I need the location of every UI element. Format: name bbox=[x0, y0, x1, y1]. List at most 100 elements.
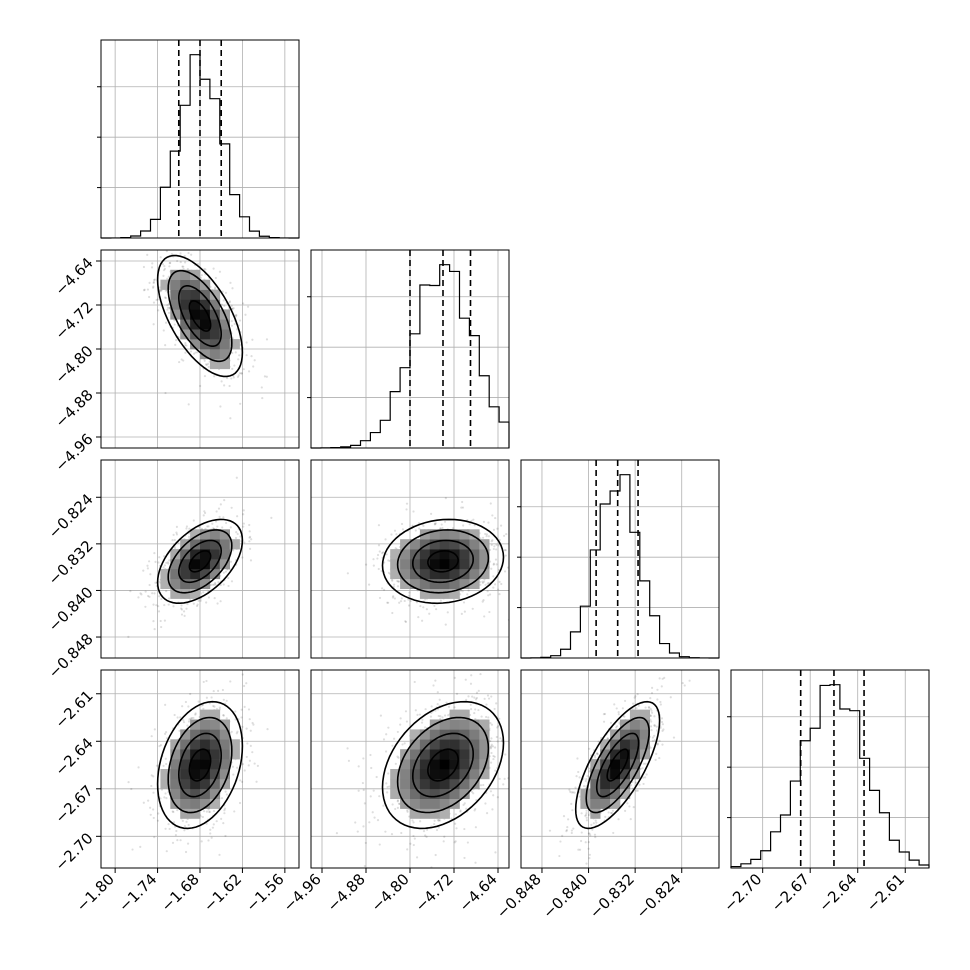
sample-point bbox=[356, 830, 359, 833]
sample-point bbox=[466, 593, 469, 596]
x-tick-label: −1.62 bbox=[200, 870, 245, 915]
sample-point bbox=[235, 530, 238, 534]
sample-point bbox=[168, 559, 171, 562]
sample-point bbox=[370, 766, 373, 770]
x-tick-label: −2.67 bbox=[768, 870, 813, 915]
sample-point bbox=[184, 850, 188, 854]
sample-point bbox=[248, 523, 251, 527]
density-cell bbox=[209, 309, 221, 320]
sample-point bbox=[214, 583, 217, 586]
histogram-series-0 bbox=[100, 54, 300, 239]
sample-point bbox=[368, 583, 371, 586]
density-cell bbox=[219, 729, 230, 740]
x-tick-label: −1.74 bbox=[115, 870, 160, 915]
sample-point bbox=[150, 735, 153, 738]
sample-point bbox=[201, 815, 204, 819]
sample-point bbox=[384, 538, 387, 541]
sample-point bbox=[175, 525, 179, 529]
sample-point bbox=[216, 689, 220, 692]
density-cell bbox=[439, 529, 450, 540]
sample-point bbox=[187, 720, 191, 723]
sample-point bbox=[242, 513, 245, 516]
sample-point bbox=[393, 597, 397, 600]
sample-point bbox=[245, 354, 248, 357]
sample-point bbox=[504, 753, 507, 756]
sample-point bbox=[212, 689, 215, 693]
density-cell bbox=[429, 529, 440, 540]
sample-point bbox=[497, 544, 500, 547]
density-cell bbox=[419, 568, 431, 580]
density-cell bbox=[439, 778, 450, 790]
sample-point bbox=[346, 572, 349, 575]
sample-point bbox=[484, 802, 487, 805]
sample-point bbox=[424, 708, 427, 711]
sample-point bbox=[432, 684, 435, 687]
sample-point bbox=[146, 564, 149, 567]
sample-point bbox=[181, 705, 184, 708]
density-cell bbox=[600, 759, 611, 770]
density-cell bbox=[170, 578, 181, 589]
sample-point bbox=[394, 547, 397, 550]
sample-point bbox=[152, 816, 155, 820]
density-cell bbox=[479, 549, 490, 560]
sample-point bbox=[227, 584, 230, 588]
sample-point bbox=[594, 836, 597, 839]
sample-point bbox=[629, 818, 632, 821]
density-cell bbox=[590, 788, 601, 799]
sample-point bbox=[394, 807, 397, 811]
density-cell bbox=[170, 769, 181, 780]
sample-point bbox=[371, 811, 374, 814]
sample-point bbox=[187, 705, 190, 708]
density-cell bbox=[219, 559, 230, 570]
density-cell bbox=[200, 578, 211, 589]
sample-point bbox=[240, 372, 243, 375]
density-layer bbox=[127, 476, 273, 639]
y-tick-label: −0.840 bbox=[45, 583, 97, 635]
sample-point bbox=[152, 278, 156, 282]
density-cell bbox=[439, 769, 450, 780]
sample-point bbox=[163, 603, 166, 607]
sample-point bbox=[584, 779, 587, 783]
density-cell bbox=[200, 729, 211, 740]
sample-point bbox=[182, 267, 185, 271]
sample-point bbox=[241, 780, 244, 783]
sample-point bbox=[656, 743, 659, 746]
density-cell bbox=[429, 729, 440, 740]
density-cell bbox=[390, 549, 401, 560]
sample-point bbox=[392, 737, 396, 740]
density-cell bbox=[479, 759, 490, 770]
sample-point bbox=[396, 806, 399, 809]
density-cell bbox=[620, 778, 631, 790]
sample-point bbox=[412, 834, 415, 838]
sample-point bbox=[255, 780, 258, 783]
sample-point bbox=[496, 796, 499, 799]
sample-point bbox=[127, 781, 130, 784]
density-cell bbox=[419, 729, 431, 740]
sample-point bbox=[626, 802, 629, 805]
sample-point bbox=[621, 707, 624, 710]
sample-point bbox=[152, 280, 155, 284]
density-cell bbox=[429, 798, 440, 809]
sample-point bbox=[390, 533, 393, 536]
sample-point bbox=[152, 323, 155, 326]
density-cell bbox=[160, 769, 171, 780]
sample-point bbox=[182, 721, 186, 724]
density-cell bbox=[439, 588, 450, 599]
sample-point bbox=[396, 730, 399, 734]
sample-point bbox=[210, 583, 213, 587]
sample-point bbox=[439, 599, 442, 602]
sample-point bbox=[238, 319, 242, 322]
sample-point bbox=[181, 265, 184, 268]
sample-point bbox=[606, 737, 609, 740]
density-cell bbox=[400, 539, 411, 550]
y-tick-label: −4.80 bbox=[51, 342, 96, 387]
sample-point bbox=[165, 250, 168, 253]
sample-point bbox=[461, 500, 464, 504]
sample-point bbox=[496, 740, 499, 743]
sample-point bbox=[406, 848, 409, 851]
sample-point bbox=[176, 716, 179, 719]
sample-point bbox=[661, 743, 664, 746]
density-cell bbox=[600, 798, 611, 809]
sample-point bbox=[162, 269, 166, 272]
sample-point bbox=[481, 600, 484, 603]
